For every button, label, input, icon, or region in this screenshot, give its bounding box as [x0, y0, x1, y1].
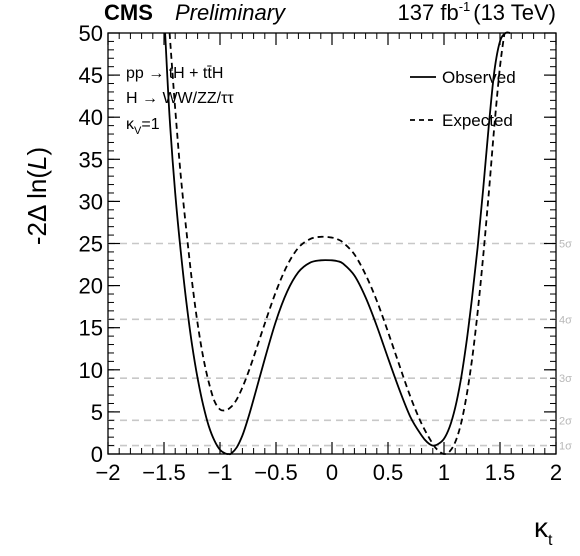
kappa-v-annotation: κV=1: [126, 116, 160, 137]
legend-observed-label: Observed: [442, 68, 516, 87]
curves: [164, 31, 511, 456]
y-tick-label: 0: [91, 442, 103, 467]
legend-expected-label: Expected: [442, 111, 513, 130]
y-tick-label: 15: [79, 316, 103, 341]
x-axis-label: κt: [534, 512, 553, 549]
y-tick-label: 25: [79, 232, 103, 257]
x-tick-label: 1.5: [485, 460, 516, 485]
series-expected-line: [168, 32, 506, 455]
lumi-exponent: -1: [459, 0, 471, 14]
y-tick-label: 50: [79, 21, 103, 46]
y-tick-label: 10: [79, 358, 103, 383]
process-annotation: pp → tH + tt̄H: [126, 65, 223, 82]
x-tick-label: −1.5: [142, 460, 185, 485]
decay-annotation: H → WW/ZZ/ττ: [126, 90, 234, 107]
x-tick-label: 0: [326, 460, 338, 485]
y-tick-label: 5: [91, 400, 103, 425]
y-axis-label: -2Δ ln(L): [22, 147, 52, 245]
lumi-label: 137 fb-1 (13 TeV): [398, 0, 556, 25]
status-label: Preliminary: [175, 0, 287, 25]
experiment-label: CMS: [104, 0, 153, 25]
energy-label: (13 TeV): [473, 0, 556, 25]
x-tick-label: −1: [207, 460, 232, 485]
axis-ticks: −2 −1.5 −1 −0.5 0 0.5 1 1.5 20510152025303540455…: [79, 21, 563, 485]
x-tick-label: −2: [95, 460, 120, 485]
y-tick-label: 30: [79, 189, 103, 214]
sigma-lines: 1σ 2σ 3σ 4σ 5σ: [108, 239, 572, 453]
lumi-prefix: 137 fb: [398, 0, 459, 25]
sigma-label-4: 4σ: [559, 314, 572, 326]
y-tick-label: 45: [79, 63, 103, 88]
y-tick-label: 40: [79, 105, 103, 130]
legend: Observed Expected: [410, 68, 516, 130]
y-tick-label: 35: [79, 147, 103, 172]
sigma-label-5: 5σ: [559, 239, 572, 251]
sigma-label-1: 1σ: [559, 441, 572, 453]
x-tick-label: 1: [438, 460, 450, 485]
series-observed-line: [164, 31, 511, 456]
x-tick-label: 0.5: [373, 460, 404, 485]
sigma-label-3: 3σ: [559, 373, 572, 385]
sigma-label-2: 2σ: [559, 415, 572, 427]
y-tick-label: 20: [79, 274, 103, 299]
x-tick-label: 2: [550, 460, 562, 485]
x-tick-label: −0.5: [254, 460, 297, 485]
